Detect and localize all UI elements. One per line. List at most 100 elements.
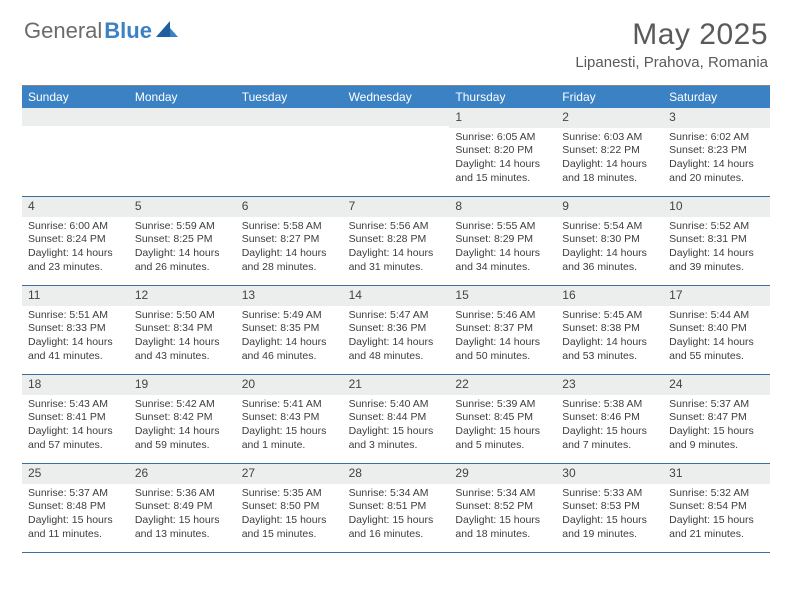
sunset-text: Sunset: 8:30 PM bbox=[562, 233, 657, 247]
day-number bbox=[343, 108, 450, 126]
daylight-text: Daylight: 14 hours and 43 minutes. bbox=[135, 336, 230, 363]
day-body: Sunrise: 5:54 AMSunset: 8:30 PMDaylight:… bbox=[556, 217, 663, 279]
daylight-text: Daylight: 15 hours and 21 minutes. bbox=[669, 514, 764, 541]
weekday-header-cell: Tuesday bbox=[236, 86, 343, 108]
sunset-text: Sunset: 8:20 PM bbox=[455, 144, 550, 158]
sunset-text: Sunset: 8:43 PM bbox=[242, 411, 337, 425]
day-cell: 7Sunrise: 5:56 AMSunset: 8:28 PMDaylight… bbox=[343, 197, 450, 285]
daylight-text: Daylight: 14 hours and 26 minutes. bbox=[135, 247, 230, 274]
day-body: Sunrise: 5:46 AMSunset: 8:37 PMDaylight:… bbox=[449, 306, 556, 368]
day-body bbox=[343, 126, 450, 133]
day-cell: 26Sunrise: 5:36 AMSunset: 8:49 PMDayligh… bbox=[129, 464, 236, 552]
day-body: Sunrise: 5:50 AMSunset: 8:34 PMDaylight:… bbox=[129, 306, 236, 368]
sunset-text: Sunset: 8:54 PM bbox=[669, 500, 764, 514]
day-number: 2 bbox=[556, 108, 663, 128]
weekday-header-cell: Thursday bbox=[449, 86, 556, 108]
day-number: 15 bbox=[449, 286, 556, 306]
sunrise-text: Sunrise: 5:37 AM bbox=[669, 398, 764, 412]
day-body: Sunrise: 5:59 AMSunset: 8:25 PMDaylight:… bbox=[129, 217, 236, 279]
sunrise-text: Sunrise: 5:58 AM bbox=[242, 220, 337, 234]
day-cell: 15Sunrise: 5:46 AMSunset: 8:37 PMDayligh… bbox=[449, 286, 556, 374]
daylight-text: Daylight: 15 hours and 7 minutes. bbox=[562, 425, 657, 452]
day-number: 4 bbox=[22, 197, 129, 217]
daylight-text: Daylight: 15 hours and 18 minutes. bbox=[455, 514, 550, 541]
weekday-header-cell: Saturday bbox=[663, 86, 770, 108]
day-number: 27 bbox=[236, 464, 343, 484]
day-number: 18 bbox=[22, 375, 129, 395]
logo-text-blue: Blue bbox=[104, 18, 152, 44]
day-body: Sunrise: 6:02 AMSunset: 8:23 PMDaylight:… bbox=[663, 128, 770, 190]
day-cell-empty bbox=[236, 108, 343, 196]
daylight-text: Daylight: 14 hours and 57 minutes. bbox=[28, 425, 123, 452]
day-number: 12 bbox=[129, 286, 236, 306]
header: General Blue May 2025 Lipanesti, Prahova… bbox=[0, 0, 792, 79]
day-cell: 27Sunrise: 5:35 AMSunset: 8:50 PMDayligh… bbox=[236, 464, 343, 552]
day-body: Sunrise: 5:34 AMSunset: 8:52 PMDaylight:… bbox=[449, 484, 556, 546]
day-cell: 2Sunrise: 6:03 AMSunset: 8:22 PMDaylight… bbox=[556, 108, 663, 196]
sunrise-text: Sunrise: 5:35 AM bbox=[242, 487, 337, 501]
day-body: Sunrise: 5:49 AMSunset: 8:35 PMDaylight:… bbox=[236, 306, 343, 368]
day-cell: 24Sunrise: 5:37 AMSunset: 8:47 PMDayligh… bbox=[663, 375, 770, 463]
sunrise-text: Sunrise: 5:50 AM bbox=[135, 309, 230, 323]
daylight-text: Daylight: 14 hours and 50 minutes. bbox=[455, 336, 550, 363]
sunrise-text: Sunrise: 5:51 AM bbox=[28, 309, 123, 323]
weekday-header-cell: Monday bbox=[129, 86, 236, 108]
day-cell: 4Sunrise: 6:00 AMSunset: 8:24 PMDaylight… bbox=[22, 197, 129, 285]
sunset-text: Sunset: 8:38 PM bbox=[562, 322, 657, 336]
sunset-text: Sunset: 8:37 PM bbox=[455, 322, 550, 336]
day-cell: 17Sunrise: 5:44 AMSunset: 8:40 PMDayligh… bbox=[663, 286, 770, 374]
day-body: Sunrise: 5:45 AMSunset: 8:38 PMDaylight:… bbox=[556, 306, 663, 368]
sunset-text: Sunset: 8:40 PM bbox=[669, 322, 764, 336]
daylight-text: Daylight: 14 hours and 20 minutes. bbox=[669, 158, 764, 185]
daylight-text: Daylight: 14 hours and 28 minutes. bbox=[242, 247, 337, 274]
sunset-text: Sunset: 8:52 PM bbox=[455, 500, 550, 514]
day-cell: 13Sunrise: 5:49 AMSunset: 8:35 PMDayligh… bbox=[236, 286, 343, 374]
sunrise-text: Sunrise: 6:03 AM bbox=[562, 131, 657, 145]
daylight-text: Daylight: 14 hours and 18 minutes. bbox=[562, 158, 657, 185]
sunrise-text: Sunrise: 6:05 AM bbox=[455, 131, 550, 145]
day-body bbox=[129, 126, 236, 133]
day-cell: 16Sunrise: 5:45 AMSunset: 8:38 PMDayligh… bbox=[556, 286, 663, 374]
day-cell: 21Sunrise: 5:40 AMSunset: 8:44 PMDayligh… bbox=[343, 375, 450, 463]
day-number bbox=[129, 108, 236, 126]
day-body: Sunrise: 5:38 AMSunset: 8:46 PMDaylight:… bbox=[556, 395, 663, 457]
day-cell: 9Sunrise: 5:54 AMSunset: 8:30 PMDaylight… bbox=[556, 197, 663, 285]
daylight-text: Daylight: 15 hours and 1 minute. bbox=[242, 425, 337, 452]
sunset-text: Sunset: 8:45 PM bbox=[455, 411, 550, 425]
day-cell: 6Sunrise: 5:58 AMSunset: 8:27 PMDaylight… bbox=[236, 197, 343, 285]
sunrise-text: Sunrise: 6:02 AM bbox=[669, 131, 764, 145]
sunset-text: Sunset: 8:51 PM bbox=[349, 500, 444, 514]
day-cell: 5Sunrise: 5:59 AMSunset: 8:25 PMDaylight… bbox=[129, 197, 236, 285]
sunrise-text: Sunrise: 5:43 AM bbox=[28, 398, 123, 412]
sunrise-text: Sunrise: 5:32 AM bbox=[669, 487, 764, 501]
daylight-text: Daylight: 15 hours and 16 minutes. bbox=[349, 514, 444, 541]
sunrise-text: Sunrise: 5:56 AM bbox=[349, 220, 444, 234]
daylight-text: Daylight: 14 hours and 59 minutes. bbox=[135, 425, 230, 452]
daylight-text: Daylight: 14 hours and 53 minutes. bbox=[562, 336, 657, 363]
day-number: 17 bbox=[663, 286, 770, 306]
sunset-text: Sunset: 8:53 PM bbox=[562, 500, 657, 514]
daylight-text: Daylight: 15 hours and 11 minutes. bbox=[28, 514, 123, 541]
sunrise-text: Sunrise: 5:36 AM bbox=[135, 487, 230, 501]
weekday-header-cell: Friday bbox=[556, 86, 663, 108]
week-row: 1Sunrise: 6:05 AMSunset: 8:20 PMDaylight… bbox=[22, 108, 770, 197]
sunset-text: Sunset: 8:41 PM bbox=[28, 411, 123, 425]
sunset-text: Sunset: 8:31 PM bbox=[669, 233, 764, 247]
day-body: Sunrise: 5:47 AMSunset: 8:36 PMDaylight:… bbox=[343, 306, 450, 368]
day-number bbox=[236, 108, 343, 126]
sunrise-text: Sunrise: 5:44 AM bbox=[669, 309, 764, 323]
sunset-text: Sunset: 8:35 PM bbox=[242, 322, 337, 336]
day-number: 31 bbox=[663, 464, 770, 484]
sunrise-text: Sunrise: 5:47 AM bbox=[349, 309, 444, 323]
day-number: 3 bbox=[663, 108, 770, 128]
sunrise-text: Sunrise: 5:38 AM bbox=[562, 398, 657, 412]
sunset-text: Sunset: 8:23 PM bbox=[669, 144, 764, 158]
daylight-text: Daylight: 15 hours and 13 minutes. bbox=[135, 514, 230, 541]
day-number: 24 bbox=[663, 375, 770, 395]
day-cell: 8Sunrise: 5:55 AMSunset: 8:29 PMDaylight… bbox=[449, 197, 556, 285]
daylight-text: Daylight: 14 hours and 15 minutes. bbox=[455, 158, 550, 185]
calendar: SundayMondayTuesdayWednesdayThursdayFrid… bbox=[22, 85, 770, 553]
day-body: Sunrise: 5:32 AMSunset: 8:54 PMDaylight:… bbox=[663, 484, 770, 546]
day-number: 14 bbox=[343, 286, 450, 306]
day-body bbox=[236, 126, 343, 133]
